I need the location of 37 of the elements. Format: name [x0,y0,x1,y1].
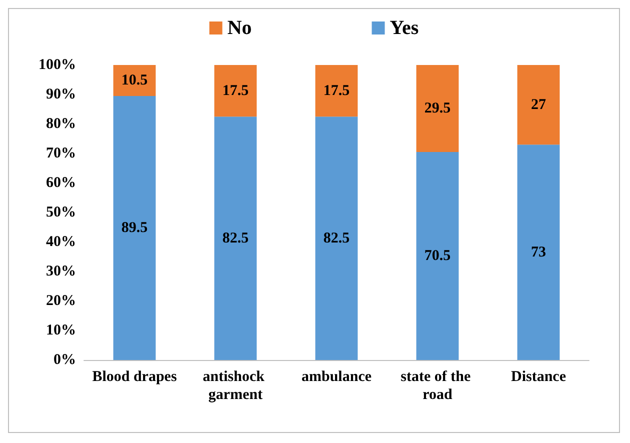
bar [315,65,358,117]
bar [416,152,459,360]
y-tick-label: 10% [46,322,76,338]
y-tick-label: 100% [38,57,76,73]
y-tick-label: 0% [54,352,76,368]
data-label: 73 [531,244,546,260]
y-tick-label: 70% [46,146,76,162]
x-tick-label: ambulance [301,369,372,385]
data-label: 70.5 [424,248,451,264]
y-tick-label: 80% [46,116,76,132]
bar [214,65,257,117]
bar [214,116,257,360]
bar [517,144,560,360]
legend-label: Yes [390,17,419,39]
data-label: 82.5 [222,230,249,246]
x-tick-label: Blood drapes [92,369,177,385]
y-tick-label: 20% [46,293,76,309]
data-label: 27 [531,96,546,113]
data-label: 82.5 [323,230,350,246]
data-label: 89.5 [121,220,148,236]
x-tick-label: Distance [511,369,566,385]
bar [416,65,459,152]
legend-label: No [227,17,252,39]
y-tick-label: 50% [46,204,76,220]
data-label: 10.5 [121,72,148,88]
x-tick-label: antishock garment [202,369,268,403]
bar [315,116,358,360]
data-label: 29.5 [424,100,451,117]
x-tick-label: state of the road [400,369,474,403]
y-tick-label: 40% [46,234,76,250]
data-label: 17.5 [222,82,249,99]
bar [517,65,560,145]
y-tick-label: 60% [46,175,76,191]
data-label: 17.5 [323,82,350,99]
y-tick-label: 30% [46,264,76,280]
y-tick-label: 90% [46,86,76,102]
bar [113,96,156,360]
